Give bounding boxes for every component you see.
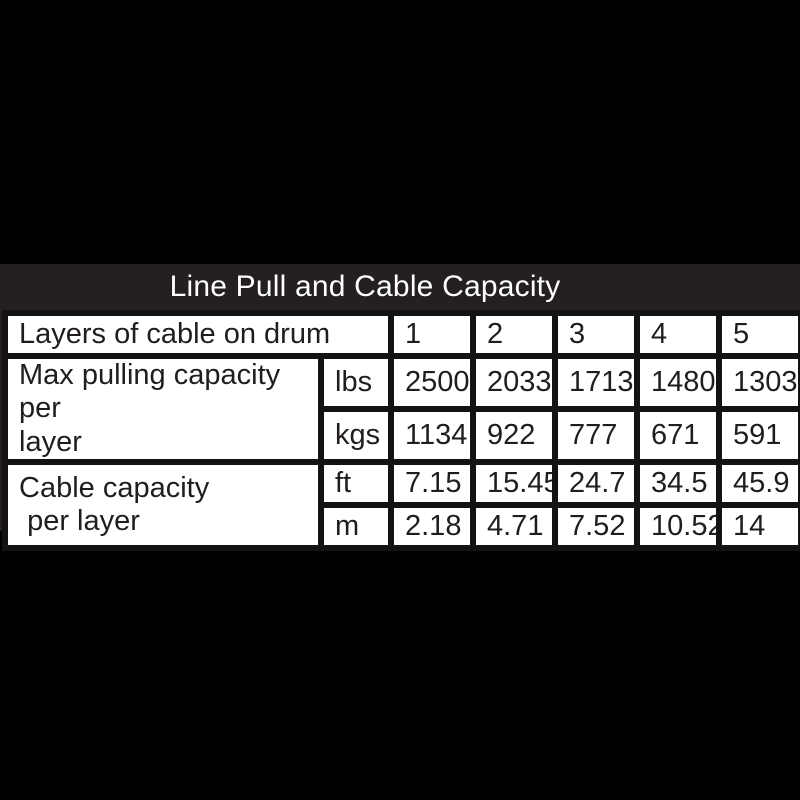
value-cell: 2033 — [476, 359, 552, 407]
table-title-bar: Line Pull and Cable Capacity — [0, 264, 800, 310]
value-cell: 24.7 — [558, 465, 634, 503]
value-cell: 45.9 — [722, 465, 798, 503]
row-label-layers: Layers of cable on drum — [8, 316, 388, 353]
value-cell: 15.45 — [476, 465, 552, 503]
table-row-max-pull-lbs: Max pulling capacity per layer lbs 2500 … — [8, 359, 798, 460]
row-label-max-pulling-capacity: Max pulling capacity per layer — [8, 359, 318, 460]
value-cell: 14 — [722, 508, 798, 546]
table-row-cable-capacity-ft: Cable capacity per layer ft 7.15 15.45 2… — [8, 465, 798, 546]
value-cell: 2.18 — [394, 508, 470, 546]
unit-cell-ft: ft — [324, 465, 388, 503]
value-cell: 7.52 — [558, 508, 634, 546]
value-cell: 34.5 — [640, 465, 716, 503]
table-row-max-pull-kgs: kgs 1134 922 777 671 591 — [8, 412, 798, 460]
value-cell: 1480 — [640, 359, 716, 407]
value-cell: 1303 — [722, 359, 798, 407]
value-cell: 10.52 — [640, 508, 716, 546]
layer-number-cell: 1 — [394, 316, 470, 353]
layer-number-cell: 4 — [640, 316, 716, 353]
layer-number-cell: 3 — [558, 316, 634, 353]
value-cell: 777 — [558, 412, 634, 460]
unit-cell-kgs: kgs — [324, 412, 388, 460]
table-row-cable-capacity-m: m 2.18 4.71 7.52 10.52 14 — [8, 508, 798, 546]
value-cell: 1134 — [394, 412, 470, 460]
value-cell: 1713 — [558, 359, 634, 407]
value-cell: 671 — [640, 412, 716, 460]
row-label-cable-capacity: Cable capacity per layer — [8, 465, 318, 546]
line-pull-capacity-table: Layers of cable on drum 1 2 3 4 5 Max pu… — [2, 310, 800, 552]
unit-cell-m: m — [324, 508, 388, 546]
value-cell: 2500 — [394, 359, 470, 407]
layer-number-cell: 5 — [722, 316, 798, 353]
layer-number-cell: 2 — [476, 316, 552, 353]
table-row-layers: Layers of cable on drum 1 2 3 4 5 — [8, 316, 798, 353]
unit-cell-lbs: lbs — [324, 359, 388, 407]
value-cell: 7.15 — [394, 465, 470, 503]
table-title: Line Pull and Cable Capacity — [169, 270, 561, 303]
value-cell: 4.71 — [476, 508, 552, 546]
value-cell: 922 — [476, 412, 552, 460]
value-cell: 591 — [722, 412, 798, 460]
table-panel: Line Pull and Cable Capacity Layers of c… — [0, 264, 800, 552]
